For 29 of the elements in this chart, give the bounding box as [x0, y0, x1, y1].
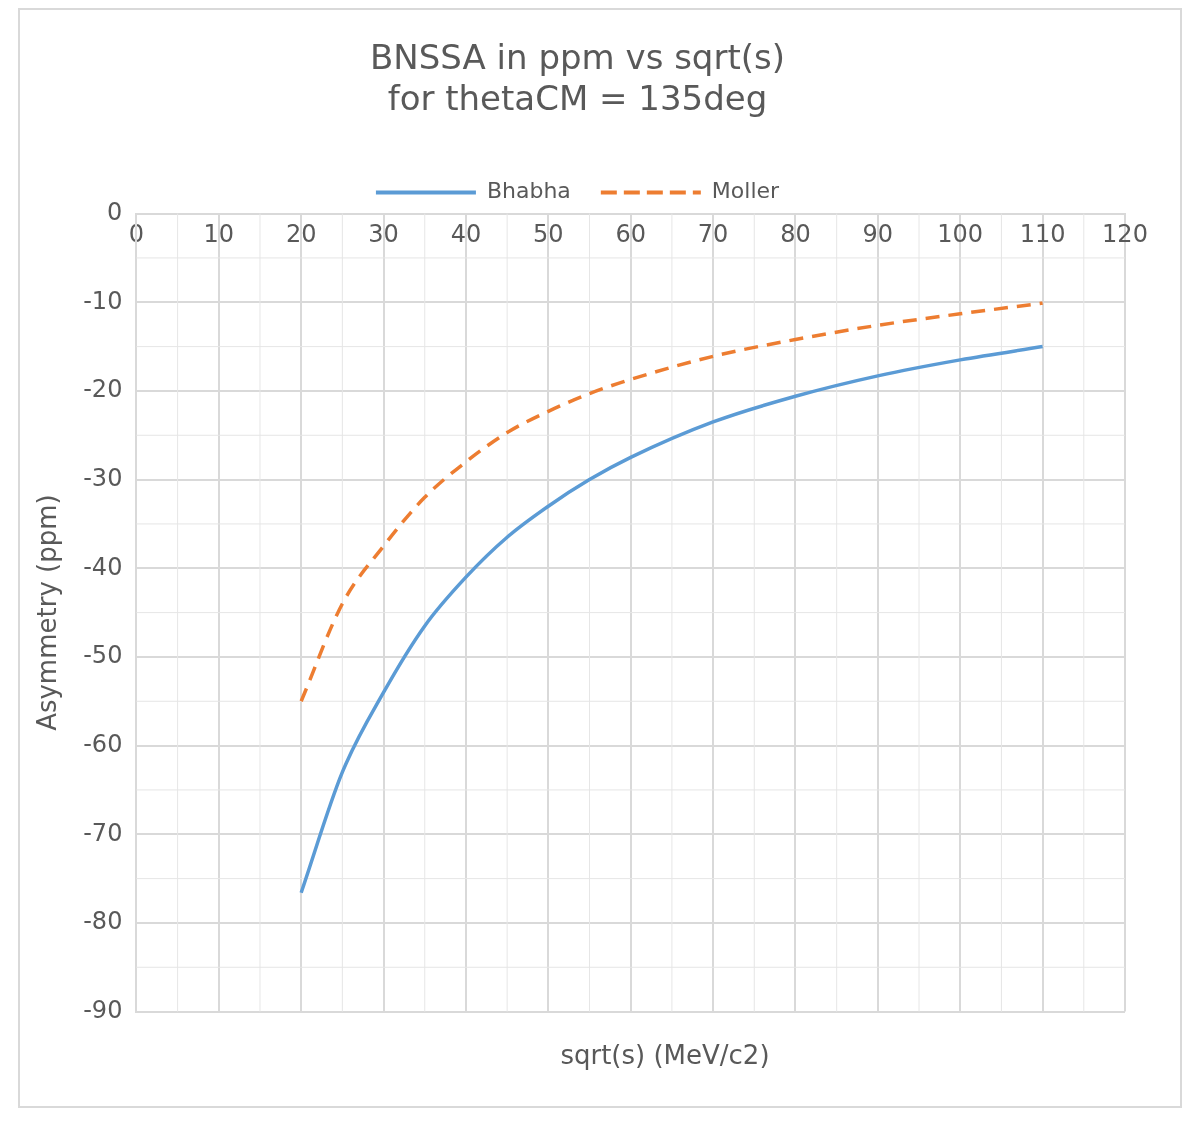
- y-tick-label: -90: [83, 995, 123, 1024]
- x-axis-title: sqrt(s) (MeV/c2): [559, 1040, 771, 1072]
- y-tick-label: -30: [83, 463, 123, 492]
- y-tick-label: -10: [83, 286, 123, 315]
- x-tick-label: 110: [1019, 220, 1066, 249]
- y-tick-label: -20: [83, 375, 123, 404]
- y-axis-title: Asymmetry (ppm): [32, 494, 63, 731]
- x-tick-label: 40: [450, 220, 482, 249]
- x-tick-label: 20: [285, 220, 317, 249]
- y-tick-label: -70: [83, 818, 123, 847]
- y-tick-label: 0: [107, 197, 123, 226]
- y-tick-label: -60: [83, 729, 123, 758]
- x-tick-label: 120: [1102, 220, 1148, 249]
- y-tick-label: -50: [83, 641, 123, 670]
- chart-title: BNSSA in ppm vs sqrt(s) for thetaCM = 135deg: [369, 37, 786, 119]
- x-tick-label: 70: [697, 220, 729, 249]
- line-series: [299, 344, 1045, 895]
- legend-label: Moller: [711, 178, 781, 204]
- line-series: [299, 301, 1045, 704]
- x-tick-label: 30: [368, 220, 399, 249]
- legend-label: Bhabha: [486, 178, 571, 204]
- y-tick-label: -40: [83, 552, 123, 581]
- x-tick-label: 10: [203, 220, 235, 249]
- y-tick-label: -80: [83, 907, 123, 936]
- x-tick-label: 100: [937, 220, 984, 249]
- x-tick-label: 60: [615, 220, 646, 249]
- x-tick-label: 80: [780, 220, 811, 249]
- x-tick-label: 90: [862, 220, 894, 249]
- x-tick-label: 50: [533, 220, 564, 249]
